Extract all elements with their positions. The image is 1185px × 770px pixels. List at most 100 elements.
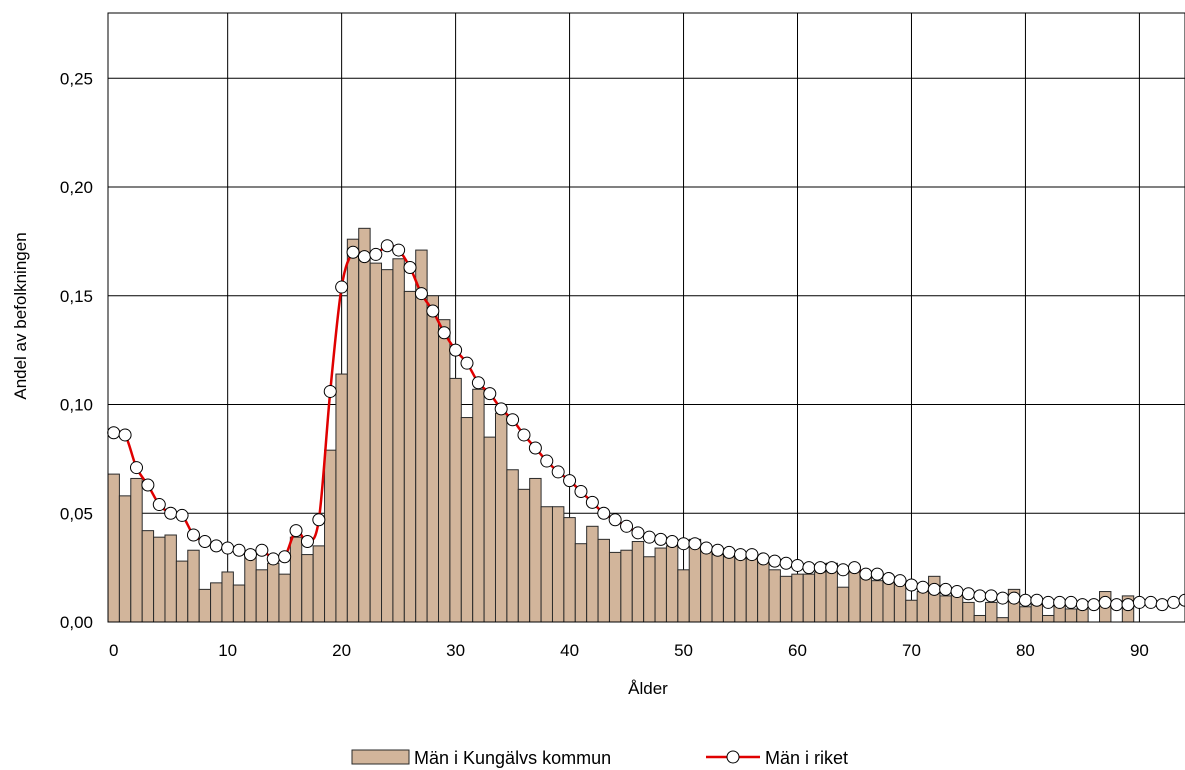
x-tick-label: 40 [560, 641, 579, 660]
bar [529, 477, 542, 623]
bar [779, 575, 793, 623]
x-tick-label: 10 [218, 641, 237, 660]
bar [312, 545, 326, 623]
line-layer [107, 239, 1185, 612]
y-tick-label: 0,00 [60, 613, 93, 632]
line-point [1018, 593, 1032, 607]
bar [745, 558, 759, 623]
bar [882, 578, 895, 623]
line-point [574, 485, 588, 498]
line-point [483, 387, 497, 401]
bar [688, 538, 702, 623]
plot-frame [107, 12, 1185, 623]
bar [381, 269, 394, 623]
line-point [414, 287, 428, 301]
line-point [312, 513, 326, 527]
bar [517, 488, 531, 623]
legend-bar-swatch [351, 749, 410, 765]
line-point [107, 426, 121, 440]
line-point [642, 530, 656, 544]
line-point [243, 548, 257, 562]
bar [905, 599, 918, 623]
line-point [1007, 591, 1021, 605]
line-point [859, 567, 873, 581]
bar [187, 549, 200, 623]
line-point [1030, 593, 1044, 607]
line-point [665, 535, 679, 549]
line-point [449, 343, 463, 357]
line-point [734, 548, 748, 562]
line-point [893, 574, 907, 588]
legend-line-label: Män i riket [765, 748, 848, 768]
line-point [266, 552, 280, 566]
line-point [551, 465, 565, 479]
line-point [608, 513, 622, 527]
bar [734, 551, 747, 623]
line-point [232, 543, 246, 557]
line-point [517, 428, 531, 442]
legend: Män i Kungälvs kommun Män i riket [351, 748, 848, 768]
bar [358, 227, 371, 623]
line-point [939, 582, 953, 596]
line-point [152, 498, 166, 512]
line-point [118, 428, 132, 442]
line-point [346, 245, 360, 259]
line-point [335, 280, 349, 294]
x-axis-title: Ålder [628, 679, 668, 698]
line-point [186, 528, 200, 542]
bar [586, 525, 599, 623]
bar [996, 617, 1009, 623]
bar [460, 417, 474, 623]
line-point [563, 474, 577, 488]
bar [597, 538, 610, 623]
bar [255, 569, 269, 623]
x-tick-labels: 0 10 20 30 40 50 60 70 80 90 [109, 641, 1149, 660]
line-point [129, 461, 143, 475]
line-point [1121, 598, 1135, 612]
bar [962, 601, 975, 623]
y-tick-labels: 0,00 0,05 0,10 0,15 0,20 0,25 [60, 69, 93, 632]
line-point [756, 552, 770, 566]
bar [153, 536, 166, 623]
legend-line-marker [726, 750, 740, 764]
bar [415, 249, 428, 623]
bar [939, 595, 952, 623]
bar [472, 388, 485, 623]
line-point [1155, 598, 1169, 612]
line-point [996, 591, 1010, 605]
bar [278, 573, 291, 623]
line-point [1053, 595, 1067, 609]
line-point [631, 526, 645, 540]
line-point [380, 239, 394, 253]
bar [506, 469, 519, 623]
line-point [300, 535, 314, 549]
y-tick-label: 0,10 [60, 396, 93, 415]
bar [289, 536, 303, 623]
bar [814, 571, 827, 623]
bar [654, 547, 667, 623]
line-point [791, 558, 805, 572]
bar [426, 295, 440, 623]
bar [118, 495, 132, 623]
y-axis-title: Andel av befolkningen [11, 232, 30, 399]
line-point [278, 550, 292, 564]
bar [768, 569, 781, 623]
bar [198, 588, 212, 623]
x-tick-label: 80 [1016, 641, 1035, 660]
line-point [847, 561, 861, 575]
bar [392, 258, 405, 623]
bar [1030, 604, 1044, 623]
line-point [426, 304, 440, 318]
x-tick-label: 20 [332, 641, 351, 660]
bar [791, 573, 804, 623]
bar [551, 506, 565, 623]
line-point [471, 376, 485, 390]
line-point [961, 587, 975, 601]
line-point [255, 543, 269, 557]
bar [324, 449, 337, 623]
line-point [289, 524, 303, 538]
frame-layer [107, 12, 1185, 623]
line-point [836, 563, 850, 577]
bar [301, 554, 314, 623]
bar [677, 569, 690, 623]
